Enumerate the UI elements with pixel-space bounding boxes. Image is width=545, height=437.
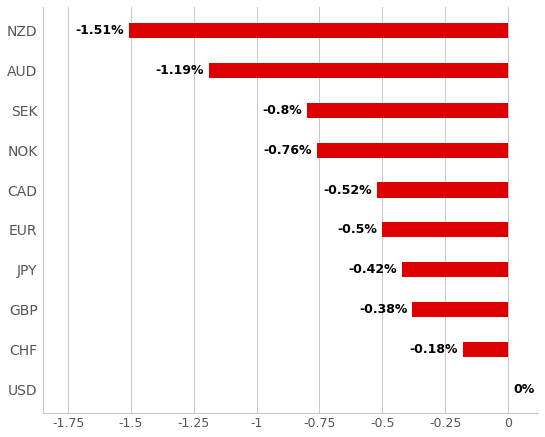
Bar bbox=[463, 342, 508, 357]
Text: -1.19%: -1.19% bbox=[155, 64, 204, 77]
Bar bbox=[402, 262, 508, 277]
Text: -0.76%: -0.76% bbox=[263, 144, 312, 157]
Text: 0%: 0% bbox=[513, 382, 534, 395]
Bar bbox=[382, 222, 508, 237]
Text: -0.5%: -0.5% bbox=[337, 223, 377, 236]
Bar bbox=[377, 183, 508, 198]
Bar bbox=[129, 23, 508, 38]
Bar bbox=[413, 302, 508, 317]
Text: -0.8%: -0.8% bbox=[262, 104, 302, 117]
Bar bbox=[317, 142, 508, 158]
Text: -0.42%: -0.42% bbox=[349, 263, 397, 276]
Bar bbox=[209, 63, 508, 78]
Text: -0.38%: -0.38% bbox=[359, 303, 408, 316]
Text: -1.51%: -1.51% bbox=[75, 24, 124, 37]
Text: -0.52%: -0.52% bbox=[324, 184, 372, 197]
Bar bbox=[307, 103, 508, 118]
Text: -0.18%: -0.18% bbox=[409, 343, 458, 356]
